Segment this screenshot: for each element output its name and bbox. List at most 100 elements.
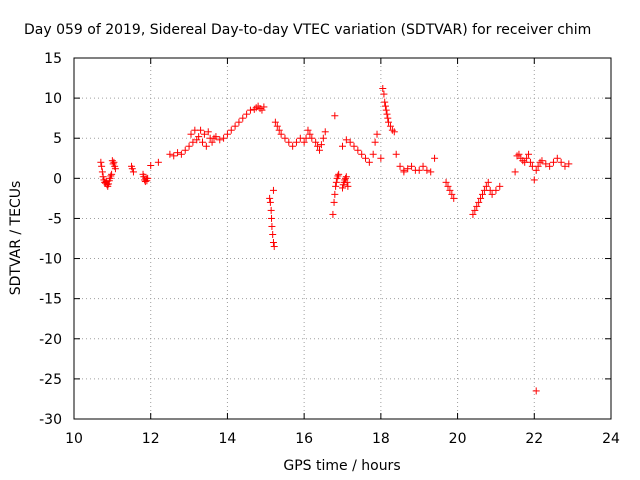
data-point: [243, 110, 251, 118]
data-point: [496, 182, 504, 190]
data-point: [448, 190, 456, 198]
data-point: [235, 118, 243, 126]
x-axis-ticks: 10 12 14 16 18 20 22 24: [65, 58, 620, 447]
x-tick-label: 20: [449, 431, 467, 447]
data-point: [444, 182, 452, 190]
data-point: [246, 106, 254, 114]
data-series-sdtvar: [97, 84, 573, 395]
data-point: [319, 134, 327, 142]
data-point: [450, 194, 458, 202]
data-point: [144, 174, 152, 182]
data-point: [239, 114, 247, 122]
data-point: [270, 243, 278, 251]
data-point: [275, 126, 283, 134]
data-point: [103, 181, 111, 189]
data-point: [312, 138, 320, 146]
data-point: [108, 170, 116, 178]
data-point: [362, 154, 370, 162]
data-point: [334, 172, 342, 180]
data-point: [534, 162, 542, 170]
data-point: [177, 150, 185, 158]
data-point: [314, 142, 322, 150]
x-tick-label: 22: [525, 431, 543, 447]
data-point: [369, 150, 377, 158]
y-tick-label: -15: [39, 292, 62, 308]
data-point: [488, 190, 496, 198]
data-point: [317, 141, 325, 149]
data-point: [216, 136, 224, 144]
data-point: [147, 161, 155, 169]
x-axis-label: GPS time / hours: [283, 458, 400, 474]
data-point: [377, 154, 385, 162]
data-point: [350, 142, 358, 150]
data-point: [111, 165, 119, 173]
data-point: [281, 134, 289, 142]
data-point: [330, 198, 338, 206]
data-point: [128, 165, 136, 173]
data-point: [107, 172, 115, 180]
x-tick-label: 14: [219, 431, 237, 447]
chart-title: Day 059 of 2019, Sidereal Day-to-day VTE…: [24, 22, 591, 38]
x-tick-label: 24: [602, 431, 620, 447]
data-point: [99, 173, 107, 181]
data-point: [339, 184, 346, 192]
data-point: [185, 142, 193, 150]
y-tick-label: -5: [48, 211, 62, 227]
data-point: [266, 194, 274, 202]
data-point: [306, 130, 314, 138]
data-point: [181, 146, 189, 154]
data-point: [260, 103, 268, 111]
data-point: [304, 126, 312, 134]
data-point: [419, 162, 427, 170]
data-point: [189, 138, 197, 146]
y-tick-label: -30: [39, 412, 62, 428]
data-point: [408, 162, 416, 170]
data-point: [331, 190, 339, 198]
data-point: [187, 130, 195, 138]
data-point: [332, 182, 340, 190]
data-point: [271, 118, 279, 126]
data-point: [97, 158, 105, 166]
data-point: [269, 186, 277, 194]
data-point: [431, 154, 439, 162]
data-point: [202, 142, 210, 150]
data-point: [390, 128, 398, 136]
data-point: [383, 110, 391, 118]
data-point: [388, 126, 396, 134]
data-point: [198, 138, 206, 146]
x-tick-label: 12: [142, 431, 160, 447]
data-point: [250, 105, 258, 113]
plot-frame: [73, 57, 612, 420]
data-point: [392, 150, 400, 158]
data-point: [423, 166, 431, 174]
data-point: [285, 138, 293, 146]
y-tick-label: -20: [39, 332, 62, 348]
data-point: [549, 158, 557, 166]
data-point: [98, 162, 106, 170]
data-point: [335, 170, 343, 178]
data-point: [227, 126, 235, 134]
data-point: [523, 154, 531, 162]
y-tick-label: -10: [39, 252, 62, 268]
data-point: [442, 178, 450, 186]
data-point: [561, 162, 569, 170]
y-axis-ticks: 15 10 5 0 -5 -10 -15 -20 -25 -30: [39, 51, 611, 428]
data-point: [557, 158, 565, 166]
data-point: [477, 194, 485, 202]
data-point: [532, 166, 540, 174]
data-point: [515, 150, 523, 158]
data-point: [321, 128, 329, 136]
data-point: [492, 186, 500, 194]
data-point: [471, 206, 479, 214]
data-point: [174, 149, 182, 157]
data-point: [473, 202, 481, 210]
data-point: [482, 182, 490, 190]
x-tick-label: 10: [65, 431, 83, 447]
data-point: [208, 138, 216, 146]
data-point: [526, 158, 534, 166]
data-point: [565, 160, 573, 168]
data-point: [404, 165, 412, 173]
data-point: [373, 130, 381, 138]
data-point: [273, 122, 281, 130]
x-tick-label: 16: [295, 431, 313, 447]
